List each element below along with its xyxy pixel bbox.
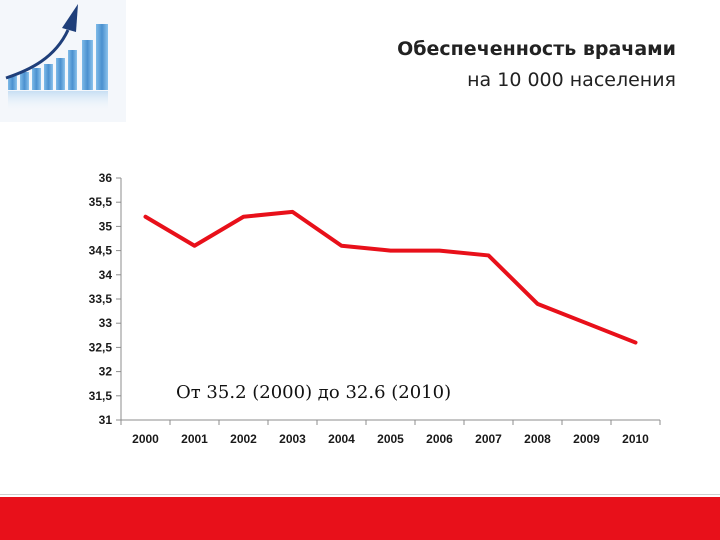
y-tick-label: 33	[99, 316, 113, 330]
series-line	[143, 209, 638, 345]
x-tick-label: 2010	[622, 432, 649, 446]
y-tick-label: 35	[99, 219, 113, 233]
x-tick-label: 2002	[230, 432, 257, 446]
y-tick-label: 31,5	[89, 389, 113, 403]
logo-growth-chart	[0, 0, 126, 122]
line-chart: 36 35,5 35 34,5 34 33,5 33 32,5 32 31,5 31 2000 2001…	[89, 171, 661, 446]
footer-divider	[0, 494, 720, 495]
footer-band	[0, 497, 720, 540]
annotation-text: От 35.2 (2000) до 32.6 (2010)	[176, 382, 452, 403]
y-tick-label: 35,5	[89, 195, 113, 209]
y-tick-label: 32	[99, 365, 113, 379]
y-tick-label: 34	[99, 268, 113, 282]
x-tick-label: 2009	[573, 432, 600, 446]
x-tick-label: 2005	[377, 432, 404, 446]
x-tick-label: 2007	[475, 432, 502, 446]
y-tick-label: 32,5	[89, 340, 113, 354]
y-tick-label: 33,5	[89, 292, 113, 306]
slide-title: Обеспеченность врачами на 10 000 населен…	[397, 34, 676, 96]
title-line-2: на 10 000 населения	[467, 69, 676, 91]
title-line-1: Обеспеченность врачами	[397, 38, 676, 60]
x-tick-label: 2001	[181, 432, 208, 446]
x-tick-label: 2004	[328, 432, 355, 446]
x-tick-label: 2003	[279, 432, 306, 446]
y-tick-label: 31	[99, 413, 113, 427]
x-tick-label: 2006	[426, 432, 453, 446]
x-tick-label: 2000	[132, 432, 159, 446]
growth-bar-chart-arrow-icon	[0, 0, 126, 122]
x-tick-label: 2008	[524, 432, 551, 446]
y-tick-label: 34,5	[89, 244, 113, 258]
y-tick-label: 36	[99, 171, 113, 185]
